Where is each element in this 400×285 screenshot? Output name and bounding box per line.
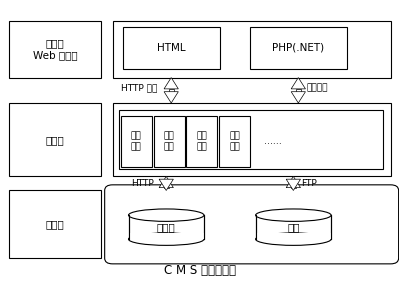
FancyBboxPatch shape — [122, 27, 220, 69]
Text: FTP: FTP — [301, 179, 317, 188]
Text: 应用层: 应用层 — [46, 135, 64, 145]
FancyBboxPatch shape — [128, 215, 204, 239]
Text: 数据层: 数据层 — [46, 219, 64, 229]
FancyArrow shape — [286, 179, 300, 190]
Text: 内容
管理: 内容 管理 — [131, 132, 142, 151]
Text: PHP(.NET): PHP(.NET) — [272, 43, 324, 53]
Text: HTTP 协议: HTTP 协议 — [121, 83, 157, 92]
Text: ……: …… — [264, 137, 282, 146]
Text: HTTP: HTTP — [132, 179, 154, 188]
FancyArrow shape — [159, 176, 173, 188]
Ellipse shape — [256, 209, 331, 221]
FancyBboxPatch shape — [9, 21, 101, 78]
Ellipse shape — [128, 209, 204, 221]
FancyArrow shape — [164, 92, 178, 103]
FancyBboxPatch shape — [105, 185, 399, 264]
Text: 文件: 文件 — [287, 222, 300, 232]
FancyBboxPatch shape — [186, 116, 218, 167]
FancyBboxPatch shape — [169, 89, 174, 92]
Text: 表现层
Web 浏览器: 表现层 Web 浏览器 — [33, 38, 77, 60]
FancyBboxPatch shape — [118, 110, 383, 169]
FancyArrow shape — [164, 78, 178, 89]
Text: 数据库: 数据库 — [157, 222, 176, 232]
Text: 动态发布: 动态发布 — [306, 83, 328, 92]
Text: HTML: HTML — [157, 43, 186, 53]
Text: 用户
管理: 用户 管理 — [164, 132, 174, 151]
FancyBboxPatch shape — [113, 103, 391, 176]
Text: C M S 工作原理图: C M S 工作原理图 — [164, 264, 236, 276]
FancyArrow shape — [291, 92, 306, 103]
FancyBboxPatch shape — [296, 89, 301, 92]
FancyArrow shape — [159, 179, 173, 190]
FancyBboxPatch shape — [164, 179, 169, 188]
FancyBboxPatch shape — [154, 116, 184, 167]
FancyArrow shape — [291, 78, 306, 89]
FancyBboxPatch shape — [256, 233, 331, 239]
FancyBboxPatch shape — [120, 116, 152, 167]
FancyBboxPatch shape — [9, 103, 101, 176]
FancyBboxPatch shape — [9, 190, 101, 258]
FancyBboxPatch shape — [256, 215, 331, 239]
FancyArrow shape — [286, 176, 300, 188]
Text: 流量
管理: 流量 管理 — [197, 132, 207, 151]
Text: 栏目
管理: 栏目 管理 — [230, 132, 240, 151]
FancyBboxPatch shape — [113, 21, 391, 78]
FancyBboxPatch shape — [128, 233, 204, 239]
Ellipse shape — [256, 233, 331, 245]
FancyBboxPatch shape — [220, 116, 250, 167]
Ellipse shape — [128, 233, 204, 245]
FancyBboxPatch shape — [291, 179, 296, 188]
FancyBboxPatch shape — [250, 27, 347, 69]
